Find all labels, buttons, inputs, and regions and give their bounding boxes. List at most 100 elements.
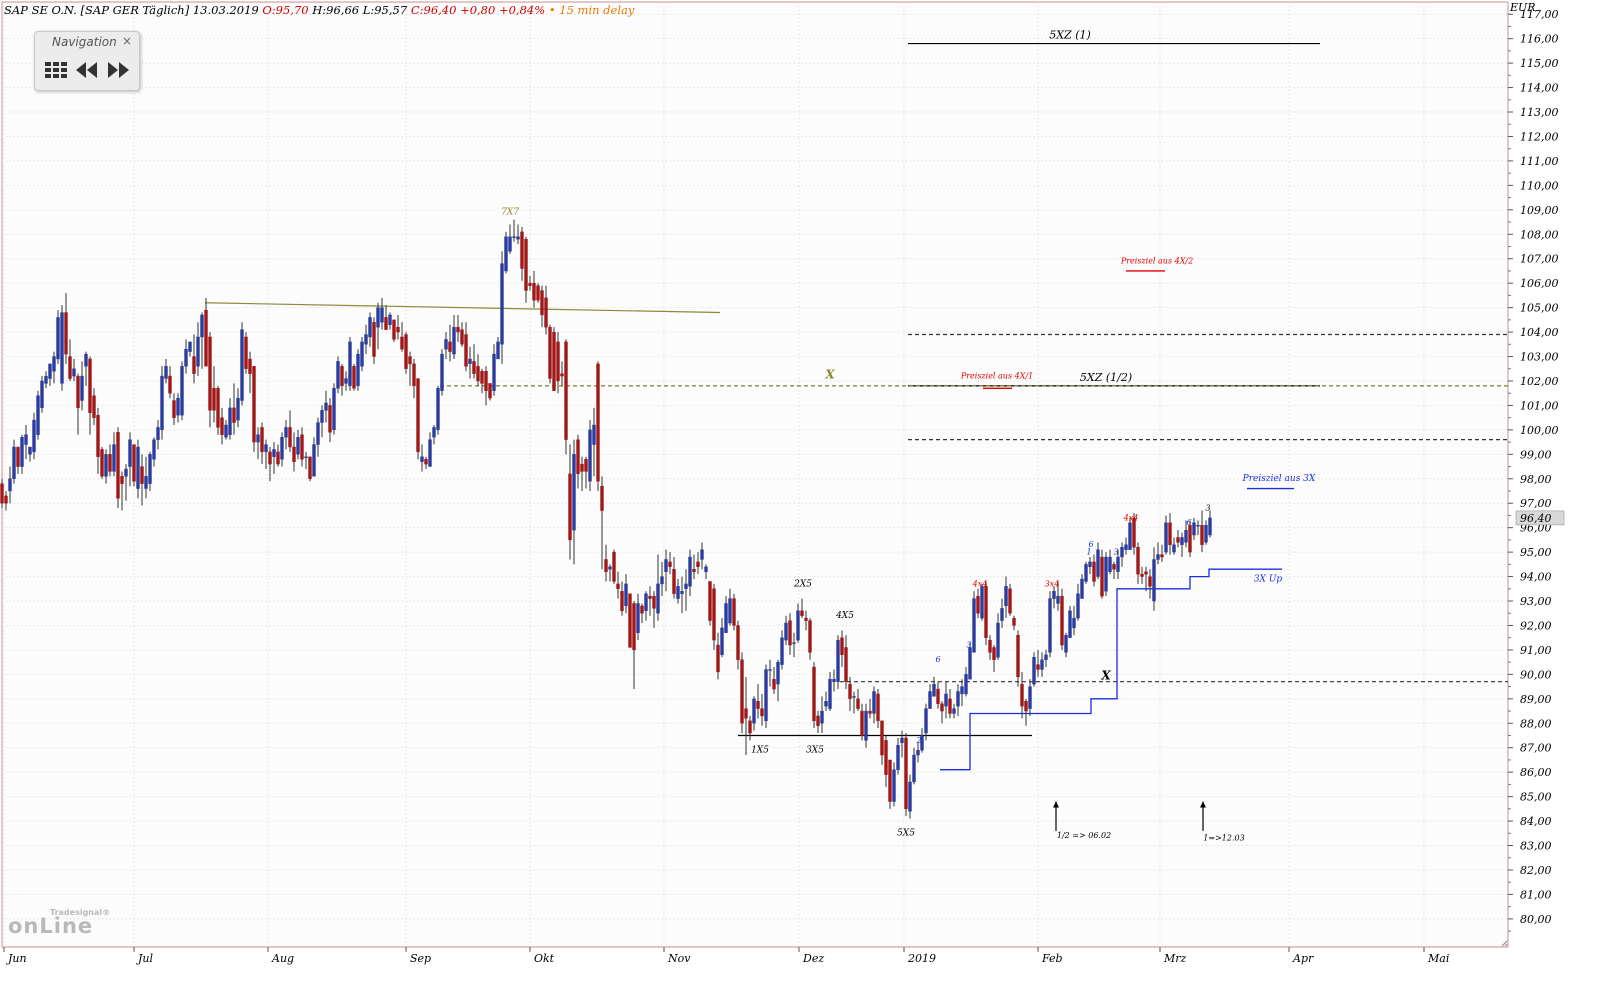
candle-body xyxy=(748,720,752,734)
candle xyxy=(324,390,328,423)
annotation: 3 xyxy=(966,640,971,649)
candle xyxy=(24,424,28,460)
candle xyxy=(1016,630,1020,687)
candle-body xyxy=(360,341,364,367)
candle-body xyxy=(260,427,264,453)
candle xyxy=(388,312,392,330)
candle xyxy=(128,432,132,487)
candle xyxy=(648,586,652,616)
candle xyxy=(1012,615,1016,631)
candle-body xyxy=(664,559,668,572)
x-tick-label: Mai xyxy=(1427,952,1449,965)
candle xyxy=(40,376,44,413)
y-tick-label: 99,00 xyxy=(1520,448,1552,461)
header-low: L:95,57 xyxy=(362,3,408,17)
candle xyxy=(96,407,100,474)
candle-body xyxy=(232,407,236,423)
candle xyxy=(1124,537,1128,555)
candle-body xyxy=(844,647,848,682)
candle-body xyxy=(1000,608,1004,621)
candle xyxy=(220,407,224,445)
candle xyxy=(1144,566,1148,592)
candle-body xyxy=(1016,635,1020,678)
candle xyxy=(340,363,344,396)
candle-body xyxy=(80,375,84,401)
candle xyxy=(192,334,196,384)
candle xyxy=(440,349,444,396)
candle-body xyxy=(280,437,284,460)
candle xyxy=(1188,520,1192,558)
candle xyxy=(1104,552,1108,597)
fast-forward-icon[interactable] xyxy=(105,59,131,81)
candle-body xyxy=(364,334,368,345)
candle-body xyxy=(788,620,792,646)
candle-body xyxy=(184,348,188,367)
x-tick-label: Mrz xyxy=(1163,952,1187,965)
candle-body xyxy=(328,405,332,433)
candle xyxy=(392,319,396,342)
candle-body xyxy=(908,781,912,812)
candle-body xyxy=(1144,571,1148,575)
candle xyxy=(888,759,892,809)
header-delay: • 15 min delay xyxy=(548,3,635,17)
candle xyxy=(404,332,408,374)
candle-body xyxy=(412,363,416,387)
candle-body xyxy=(1012,617,1016,626)
candle-body xyxy=(984,586,988,638)
candle xyxy=(644,591,648,621)
close-icon[interactable]: × xyxy=(121,34,132,48)
x-tick-label: 2019 xyxy=(907,952,936,965)
y-tick-label: 87,00 xyxy=(1520,742,1552,755)
candle-body xyxy=(8,478,12,492)
y-tick-label: 116,00 xyxy=(1520,33,1559,46)
candle xyxy=(532,270,536,308)
candle xyxy=(740,652,744,734)
candle-body xyxy=(12,446,16,479)
candle xyxy=(896,737,900,775)
candle xyxy=(908,774,912,819)
candle-body xyxy=(824,701,828,707)
level-lines: 5XZ (1) 5XZ (1/2) xyxy=(440,29,1508,737)
rewind-icon[interactable] xyxy=(74,59,100,81)
candle xyxy=(464,322,468,372)
candle-body xyxy=(156,427,160,440)
candle-body xyxy=(540,290,544,316)
trailing-stop-line xyxy=(940,568,1282,771)
navigation-panel[interactable]: Navigation × xyxy=(34,31,140,91)
candle xyxy=(140,454,144,506)
candle xyxy=(84,351,88,386)
candle-body xyxy=(532,282,536,301)
candle-body xyxy=(124,468,128,477)
candle xyxy=(1076,583,1080,621)
candle-body xyxy=(180,366,184,416)
candle-body xyxy=(1056,595,1060,604)
candle xyxy=(708,581,712,626)
candle xyxy=(812,662,816,729)
candle-body xyxy=(388,314,392,325)
candle xyxy=(1064,632,1068,658)
candle xyxy=(588,420,592,491)
y-tick-label: 89,00 xyxy=(1520,693,1552,706)
candle-body xyxy=(864,710,868,741)
candle-body xyxy=(884,740,888,775)
x-tick-label: Apr xyxy=(1292,952,1314,965)
candle xyxy=(964,667,968,697)
candle-body xyxy=(812,666,816,722)
candles xyxy=(0,219,1212,819)
candle-body xyxy=(468,358,472,365)
candle xyxy=(856,689,860,712)
candle-body xyxy=(640,605,644,614)
candle xyxy=(920,728,924,753)
candle xyxy=(660,561,664,597)
candle xyxy=(652,591,656,628)
candle-body xyxy=(560,373,564,377)
y-tick-label: 104,00 xyxy=(1520,326,1559,339)
candle xyxy=(988,635,992,660)
candle-body xyxy=(696,561,700,567)
grid-icon[interactable] xyxy=(43,59,69,81)
candle-body xyxy=(720,627,724,656)
candle-body xyxy=(992,647,996,660)
candle-body xyxy=(868,710,872,714)
